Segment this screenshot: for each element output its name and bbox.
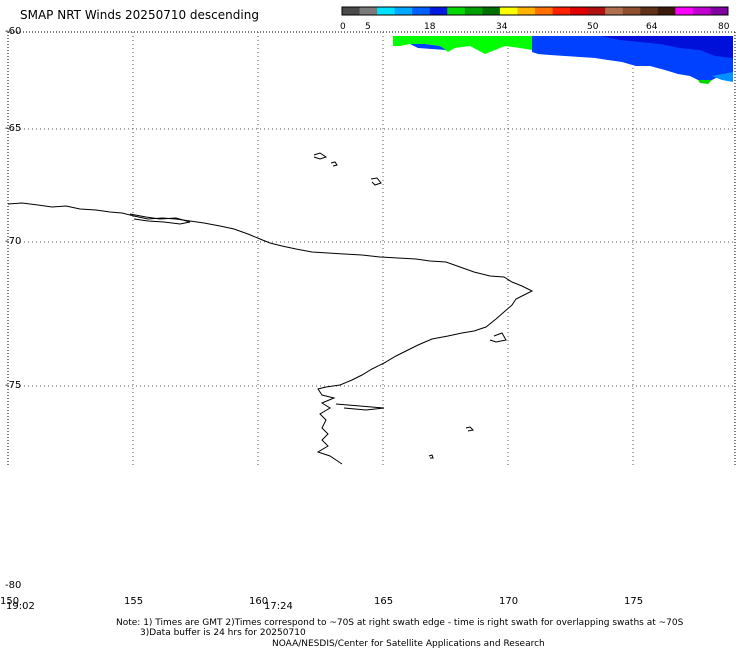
colorbar-segment	[535, 7, 554, 15]
map-frame	[7, 31, 736, 465]
colorbar-label-50: 50	[587, 22, 599, 32]
colorbar-segment	[710, 7, 729, 15]
swath-green	[393, 36, 532, 54]
colorbar-segment	[464, 7, 483, 15]
colorbar-segment	[447, 7, 466, 15]
colorbar-segment	[640, 7, 659, 15]
lon-label-165: 165	[374, 596, 394, 607]
colorbar-label-0: 0	[340, 22, 346, 32]
colorbar-segment	[499, 7, 518, 15]
swath-green-tip	[698, 80, 712, 84]
colorbar-frame	[341, 6, 729, 16]
colorbar-segment	[570, 7, 589, 15]
colorbar-segment	[587, 7, 606, 15]
swath-light-blue	[712, 72, 733, 82]
lon-label-150: 150	[0, 596, 20, 607]
colorbar-segment	[622, 7, 641, 15]
colorbar-segment	[605, 7, 624, 15]
lat-label-70: -70	[5, 236, 22, 247]
credit-line: NOAA/NESDIS/Center for Satellite Applica…	[272, 639, 545, 649]
colorbar	[342, 7, 729, 15]
colorbar-label-5: 5	[365, 22, 371, 32]
colorbar-segment	[359, 7, 378, 15]
lon-label-160: 160	[249, 596, 269, 607]
time-label-0: 19:02	[6, 601, 35, 612]
note-line-2: 3)Data buffer is 24 hrs for 20250710	[140, 628, 306, 638]
colorbar-segment	[429, 7, 448, 15]
colorbar-label-64: 64	[646, 22, 658, 32]
colorbar-segment	[342, 7, 361, 15]
wind-swath	[393, 36, 733, 84]
lat-label-65: -65	[5, 123, 22, 134]
colorbar-segment	[675, 7, 694, 15]
lat-label-75: -75	[5, 380, 22, 391]
lat-label-60: -60	[5, 26, 22, 37]
lon-label-170: 170	[499, 596, 519, 607]
note-line-1: Note: 1) Times are GMT 2)Times correspon…	[116, 618, 684, 628]
colorbar-segment	[552, 7, 571, 15]
colorbar-segment	[482, 7, 501, 15]
colorbar-segment	[394, 7, 413, 15]
lat-label-80: -80	[5, 580, 22, 591]
colorbar-segment	[377, 7, 396, 15]
graticule	[8, 32, 735, 465]
coastline	[7, 152, 534, 465]
colorbar-label-18: 18	[424, 22, 436, 32]
colorbar-segment	[657, 7, 676, 15]
lon-label-175: 175	[624, 596, 644, 607]
swath-blue-fringe	[410, 44, 446, 50]
map-title: SMAP NRT Winds 20250710 descending	[20, 8, 259, 22]
colorbar-label-34: 34	[496, 22, 508, 32]
colorbar-segment	[412, 7, 431, 15]
colorbar-label-80: 80	[718, 22, 730, 32]
colorbar-segment	[517, 7, 536, 15]
swath-dark-blue	[600, 36, 733, 58]
colorbar-segment	[692, 7, 711, 15]
time-label-1: 17:24	[264, 601, 293, 612]
lon-label-155: 155	[124, 596, 144, 607]
